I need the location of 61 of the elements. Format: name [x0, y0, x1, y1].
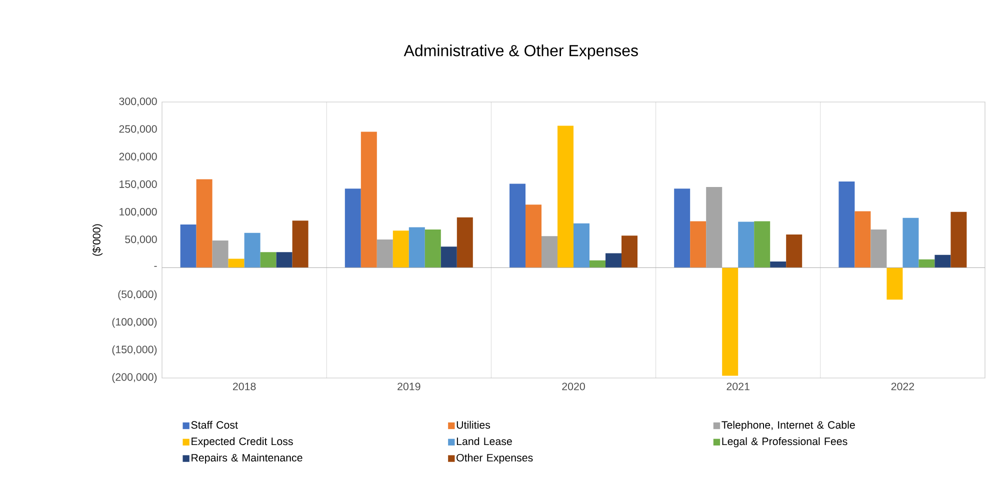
bar: [722, 268, 738, 376]
bar: [770, 262, 786, 268]
bar: [510, 184, 526, 268]
bar: [690, 221, 706, 268]
bar: [854, 211, 871, 268]
bar: [590, 260, 606, 268]
bar: [276, 252, 292, 268]
y-tick-label: 300,000: [119, 98, 157, 106]
bar: [180, 224, 196, 268]
bar: [244, 232, 260, 268]
x-tick-label: 2020: [562, 382, 585, 390]
bar: [606, 253, 622, 268]
y-tick-label: 150,000: [120, 180, 157, 190]
bar: [622, 236, 638, 268]
legend-label: Utilities: [456, 420, 490, 429]
y-axis-title: ($'000): [92, 224, 102, 256]
bar: [574, 223, 590, 268]
bar: [934, 254, 951, 268]
legend-label: Telephone, Internet & Cable: [722, 420, 855, 431]
bar: [838, 181, 855, 268]
y-tick-label: 250,000: [119, 125, 157, 134]
y-tick-label: 100,000: [120, 208, 157, 217]
x-tick-label: 2018: [232, 382, 256, 390]
bar: [456, 217, 473, 268]
bar: [918, 259, 935, 268]
bar: [408, 227, 425, 268]
bar: [392, 230, 409, 268]
y-tick-label: -: [154, 266, 157, 267]
bar: [786, 234, 802, 268]
legend-label: Other Expenses: [456, 454, 533, 464]
legend-label: Staff Cost: [191, 420, 238, 429]
bar: [196, 179, 212, 268]
x-tick-label: 2019: [398, 382, 420, 390]
bar: [902, 218, 919, 268]
bar: [260, 252, 276, 268]
y-tick-label: (200,000): [112, 373, 157, 383]
chart-title: Administrative & Other Expenses: [404, 44, 638, 60]
y-tick-label: (50,000): [118, 290, 157, 300]
bar: [360, 132, 377, 268]
bar: [754, 221, 770, 268]
bar: [440, 246, 457, 268]
bar: [344, 188, 361, 268]
y-tick-label: (100,000): [112, 318, 157, 328]
y-tick-label: (150,000): [112, 345, 157, 356]
legend-label: Expected Credit Loss: [192, 437, 293, 448]
bar: [292, 220, 308, 268]
bar: [424, 230, 441, 268]
x-tick-label: 2021: [726, 382, 750, 390]
bar: [674, 188, 690, 268]
y-tick-label: 200,000: [119, 152, 157, 162]
bar: [886, 268, 903, 300]
bar: [526, 204, 542, 268]
bar: [738, 222, 754, 268]
x-tick-label: 2022: [891, 382, 914, 390]
bar: [558, 126, 574, 268]
legend-label: Land Lease: [456, 437, 512, 446]
y-tick-label: 50,000: [125, 236, 157, 244]
legend-label: Repairs & Maintenance: [192, 454, 302, 464]
bar: [950, 212, 967, 268]
legend-label: Legal & Professional Fees: [722, 437, 848, 448]
bar: [228, 258, 244, 268]
